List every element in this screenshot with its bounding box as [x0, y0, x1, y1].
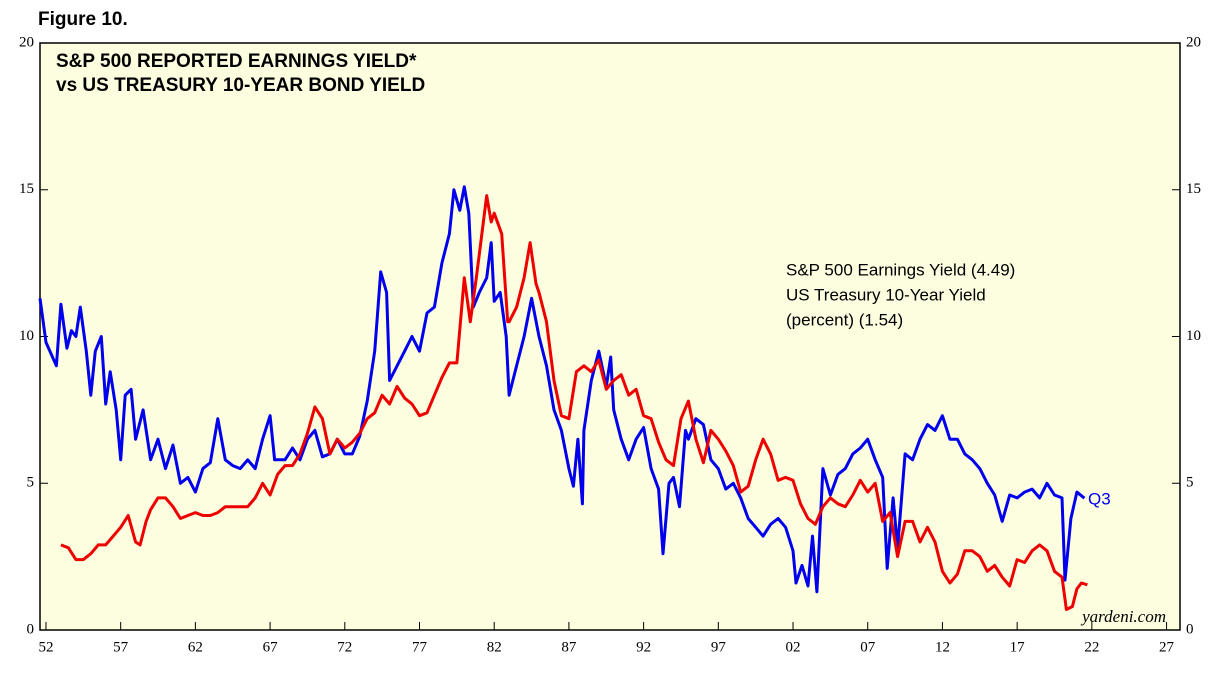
- y-tick-label: 5: [27, 475, 35, 491]
- source: yardeni.com: [1080, 607, 1166, 626]
- x-tick-label: 12: [935, 639, 950, 655]
- y2-tick-label: 10: [1186, 328, 1201, 344]
- x-tick-label: 92: [636, 639, 651, 655]
- plot-area: [39, 42, 1181, 631]
- y2-tick-label: 15: [1186, 181, 1201, 197]
- x-tick-label: 72: [337, 639, 352, 655]
- legend-entry: S&P 500 Earnings Yield (4.49): [786, 260, 1015, 279]
- x-tick-label: 67: [263, 639, 279, 655]
- x-tick-label: 52: [38, 639, 53, 655]
- x-tick-label: 07: [860, 639, 876, 655]
- series-line: [38, 185, 1086, 594]
- y-tick-label: 20: [19, 34, 34, 50]
- annotation: Q3: [1088, 489, 1111, 508]
- x-tick-label: 97: [711, 639, 727, 655]
- x-tick-label: 57: [113, 639, 129, 655]
- x-tick-label: 22: [1084, 639, 1099, 655]
- series-line: [60, 194, 1088, 611]
- x-tick-label: 77: [412, 639, 428, 655]
- y-tick-label: 0: [27, 621, 35, 637]
- y2-tick-label: 5: [1186, 475, 1194, 491]
- x-tick-label: 82: [487, 639, 502, 655]
- legend-entry: US Treasury 10-Year Yield: [786, 285, 986, 304]
- legend-note: (percent) (1.54): [786, 310, 903, 329]
- x-tick-label: 62: [188, 639, 203, 655]
- x-tick-label: 87: [561, 639, 577, 655]
- y2-tick-label: 0: [1186, 621, 1194, 637]
- chart-title: vs US TREASURY 10-YEAR BOND YIELD: [56, 75, 425, 96]
- figure-label: Figure 10.: [38, 9, 128, 30]
- x-tick-label: 27: [1159, 639, 1175, 655]
- x-tick-label: 02: [786, 639, 801, 655]
- y2-tick-label: 20: [1186, 34, 1201, 50]
- y-tick-label: 10: [19, 328, 34, 344]
- chart-title: S&P 500 REPORTED EARNINGS YIELD*: [56, 51, 417, 72]
- x-tick-label: 17: [1010, 639, 1026, 655]
- y-tick-label: 15: [19, 181, 34, 197]
